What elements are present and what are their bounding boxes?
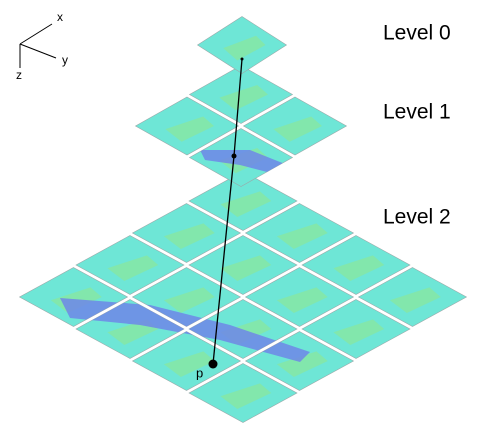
point-level1 — [232, 154, 237, 159]
axis-z-label: z — [16, 68, 22, 82]
level-label: Level 2 — [383, 206, 451, 229]
axis-x — [20, 24, 52, 44]
level-tiles — [136, 66, 347, 187]
point-level0 — [241, 58, 244, 61]
axis-x-label: x — [57, 10, 63, 24]
point-label: p — [196, 365, 203, 380]
axis-y — [20, 44, 56, 58]
point-level2 — [209, 360, 218, 369]
level-label: Level 0 — [383, 22, 451, 45]
axes-icon — [20, 24, 56, 68]
page: x y z p Level 0 Level 1 Level 2 (() => {… — [0, 0, 479, 428]
level-label: Level 1 — [383, 101, 451, 124]
axis-y-label: y — [62, 53, 68, 67]
diagram: x y z p Level 0 Level 1 Level 2 — [0, 0, 479, 428]
